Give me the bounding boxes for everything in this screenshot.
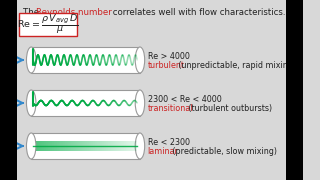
Text: (unpredictable, rapid mixing): (unpredictable, rapid mixing) xyxy=(176,61,296,70)
Ellipse shape xyxy=(135,90,145,116)
Text: (predictable, slow mixing): (predictable, slow mixing) xyxy=(170,147,277,156)
Ellipse shape xyxy=(135,47,145,73)
Bar xyxy=(31,133,140,159)
Text: $\mathrm{Re} = \dfrac{\rho\,V_{avg}\,D}{\mu}$: $\mathrm{Re} = \dfrac{\rho\,V_{avg}\,D}{… xyxy=(18,12,79,36)
Ellipse shape xyxy=(135,133,145,159)
Text: 2300 < Re < 4000: 2300 < Re < 4000 xyxy=(148,95,221,104)
Text: transitional: transitional xyxy=(148,104,193,113)
Text: Re > 4000: Re > 4000 xyxy=(148,52,189,61)
Bar xyxy=(31,90,140,116)
Bar xyxy=(0,0,17,180)
Text: Re < 2300: Re < 2300 xyxy=(148,138,189,147)
Text: (turbulent outbursts): (turbulent outbursts) xyxy=(186,104,272,113)
Ellipse shape xyxy=(27,47,36,73)
FancyBboxPatch shape xyxy=(20,12,77,35)
Bar xyxy=(285,0,303,180)
Text: laminar: laminar xyxy=(148,147,178,156)
Bar xyxy=(31,47,140,73)
Ellipse shape xyxy=(27,133,36,159)
Text: Reynolds number: Reynolds number xyxy=(36,8,112,17)
Text: correlates well with flow characteristics.: correlates well with flow characteristic… xyxy=(110,8,285,17)
Ellipse shape xyxy=(27,90,36,116)
Text: The: The xyxy=(23,8,42,17)
Text: turbulent: turbulent xyxy=(148,61,185,70)
